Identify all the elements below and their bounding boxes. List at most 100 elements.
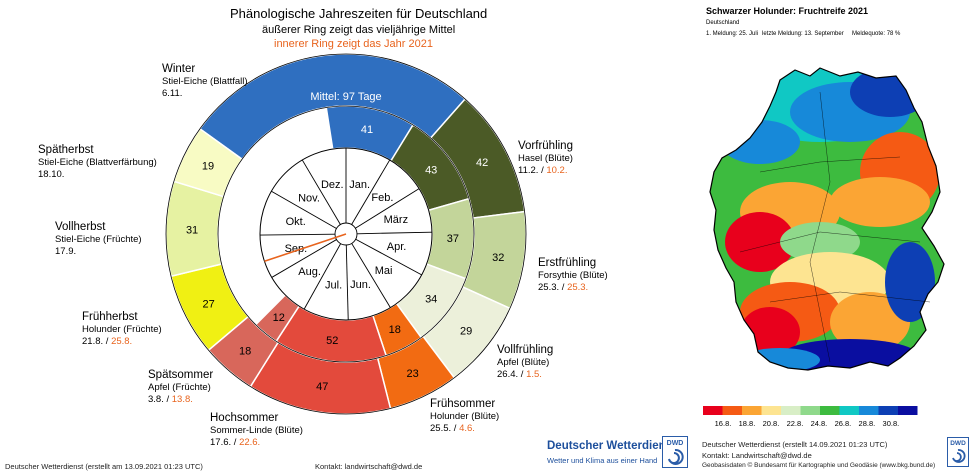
outer-value-label: Mittel: 97 Tage [310,91,381,103]
chart-title: Phänologische Jahreszeiten für Deutschla… [230,6,488,21]
mean-date: 17.9. [55,246,77,257]
season-plant: Sommer-Linde (Blüte) [210,425,303,436]
legend-tick-label: 26.8. [835,419,852,428]
legend-color-box [703,406,723,415]
legend-tick-label: 24.8. [811,419,828,428]
legend-color-box [722,406,742,415]
month-label: Jun. [350,279,371,291]
legend-color-box [820,406,840,415]
month-label: März [384,214,408,226]
season-name: Vorfrühling [518,140,573,152]
month-divider [355,188,420,229]
dwd-logo-icon-map: DWD [947,437,969,467]
month-divider [301,159,341,225]
month-label: Nov. [298,192,320,204]
legend-color-box [878,406,898,415]
outer-value-label: 29 [460,325,472,337]
dwd-logo-icon: DWD [662,436,688,468]
mean-date: 26.4. / [497,369,524,380]
map-last-report: letzte Meldung: 13. September [762,31,844,37]
month-label: Mai [375,265,393,277]
map-title: Schwarzer Holunder: Fruchtreife 2021 [706,6,869,16]
map-credit-3: Geobasisdaten © Bundesamt für Kartograph… [702,462,936,469]
year-date: 13.8. [171,394,193,405]
season-name: Frühherbst [82,311,138,323]
month-divider [303,243,342,310]
month-divider [351,243,391,308]
season-plant: Stiel-Eiche (Blattverfärbung) [38,157,157,168]
mean-date: 25.3. / [538,282,565,293]
season-date: 6.11. [162,88,248,100]
footer-contact: Kontakt: landwirtschaft@dwd.de [315,462,423,471]
dwd-logo-text: DWD [950,440,966,447]
season-name: Spätherbst [38,144,94,156]
year-date: 25.3. [567,282,589,293]
season-plant: Stiel-Eiche (Früchte) [55,234,142,245]
legend-tick-label: 20.8. [763,419,780,428]
inner-value-label: 41 [361,124,373,136]
season-date: 11.2. / 10.2. [518,165,573,177]
outer-value-label: 42 [476,157,488,169]
month-divider [260,233,336,236]
season-label-fruehherbst: Frühherbst Holunder (Früchte) 21.8. / 25… [82,310,162,348]
month-label: Apr. [387,241,407,253]
season-label-erstfruehling: Erstfrühling Forsythie (Blüte) 25.3. / 2… [538,256,608,294]
month-divider [271,239,337,278]
slice-labels: Mittel: 97 Tage 42 32 29 23 47 18 27 31 19 41 43 37 3… [186,91,504,393]
year-date: 25.8. [111,336,133,347]
outer-ring-border [165,53,527,415]
outer-value-label: 47 [316,381,328,393]
season-plant: Holunder (Früchte) [82,324,162,335]
legend-tick-label: 22.8. [787,419,804,428]
season-date: 25.5. / 4.6. [430,423,499,435]
month-divider [345,244,349,320]
year-date: 10.2. [546,165,568,176]
outer-value-label: 19 [202,161,214,173]
map-credit-1: Deutscher Wetterdienst (erstellt 14.09.2… [702,440,888,449]
month-labels: Jan.Feb.MärzApr.MaiJun.Jul.Aug.Sep.Okt.N… [285,179,409,292]
map-legend: 16.8. 18.8. 20.8. 22.8. 24.8. 26.8. 28.8. 30.8. [703,406,918,428]
inner-value-label: 43 [425,164,437,176]
season-name: Vollherbst [55,221,106,233]
season-label-winter: Winter Stiel-Eiche (Blattfall) 6.11. [162,62,248,100]
chart-subtitle-outer: äußerer Ring zeigt das vieljährige Mitte… [262,24,456,36]
season-plant: Stiel-Eiche (Blattfall) [162,76,248,87]
legend-color-box [800,406,820,415]
season-date: 18.10. [38,169,157,181]
inner-value-label: 18 [389,324,401,336]
month-label: Aug. [298,266,321,278]
dwd-tagline: Wetter und Klima aus einer Hand [547,456,658,465]
season-label-spaetsommer: Spätsommer Apfel (Früchte) 3.8. / 13.8. [148,368,213,406]
dwd-logo-text: DWD [667,440,684,447]
mean-date: 21.8. / [82,336,109,347]
current-date-marker [264,233,347,263]
legend-tick-label: 18.8. [739,419,756,428]
month-divider [351,159,391,225]
month-label: Okt. [286,216,306,228]
season-name: Winter [162,63,196,75]
mean-date: 17.6. / [210,437,237,448]
month-divider [271,190,337,229]
month-label: Feb. [371,192,393,204]
map-credit-2: Kontakt: Landwirtschaft@dwd.de [702,451,812,460]
month-divider [355,238,422,276]
month-label: Jan. [349,179,370,191]
legend-color-box [761,406,781,415]
mean-date: 18.10. [38,169,65,180]
season-name: Vollfrühling [497,344,554,356]
season-label-vollfruehling: Vollfrühling Apfel (Blüte) 26.4. / 1.5. [497,343,553,381]
outer-value-label: 23 [407,368,419,380]
mean-date: 6.11. [162,88,183,99]
season-label-hochsommer: Hochsommer Sommer-Linde (Blüte) 17.6. / … [210,411,303,449]
outer-value-label: 32 [492,252,504,264]
season-plant: Forsythie (Blüte) [538,270,608,281]
month-divider [356,231,432,235]
season-date: 21.8. / 25.8. [82,336,162,348]
season-name: Spätsommer [148,369,214,381]
mean-date: 3.8. / [148,394,170,405]
month-label: Dez. [321,179,344,191]
legend-color-box [781,406,801,415]
season-date: 26.4. / 1.5. [497,369,553,381]
phenology-clock: Jan.Feb.MärzApr.MaiJun.Jul.Aug.Sep.Okt.N… [165,53,527,415]
mean-date: 11.2. / [518,165,544,176]
